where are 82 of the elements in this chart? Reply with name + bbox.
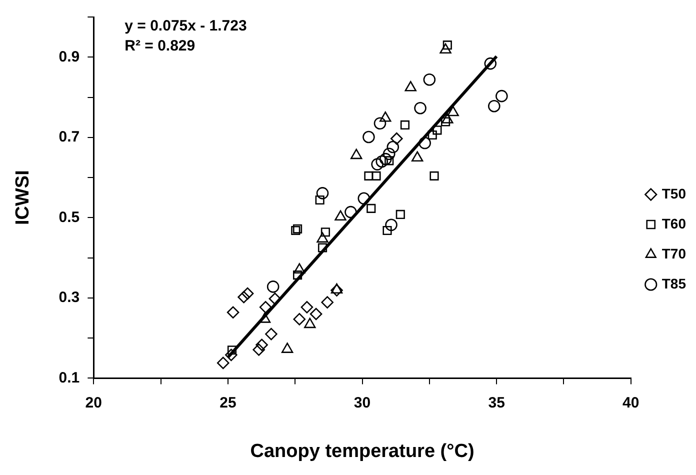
point — [418, 136, 431, 150]
point — [428, 130, 437, 140]
annotation: y = 0.075x - 1.723 — [124, 18, 247, 35]
point — [484, 57, 497, 70]
point — [281, 342, 294, 353]
point — [386, 140, 400, 154]
point — [330, 284, 343, 296]
point — [379, 152, 392, 166]
point — [266, 280, 280, 293]
point — [423, 73, 436, 86]
point — [440, 43, 452, 54]
point — [291, 226, 300, 236]
point — [320, 228, 330, 237]
point — [318, 243, 328, 252]
point — [315, 195, 324, 205]
point — [380, 111, 392, 122]
point — [414, 102, 426, 114]
point — [358, 192, 370, 205]
point — [310, 308, 322, 320]
point — [292, 270, 302, 280]
legend-label: T50 — [662, 185, 686, 202]
point — [362, 130, 375, 144]
point — [374, 117, 386, 130]
point — [216, 356, 230, 370]
point — [488, 100, 500, 112]
point — [372, 171, 381, 180]
point — [376, 155, 388, 168]
point — [330, 283, 343, 294]
y-axis-title: ICWSI — [12, 170, 34, 226]
legend-label: T60 — [662, 215, 686, 232]
point — [293, 313, 306, 326]
point — [396, 210, 405, 219]
point — [382, 226, 392, 236]
x-axis-title: Canopy temperature (°C) — [250, 440, 474, 462]
point — [334, 210, 346, 221]
x-tick-label: 30 — [354, 394, 371, 412]
point — [442, 113, 454, 124]
point — [238, 290, 250, 304]
y-tick-label: 0.3 — [58, 289, 80, 306]
point — [268, 292, 282, 305]
point — [430, 171, 439, 180]
point — [321, 296, 334, 308]
point — [241, 287, 254, 300]
point — [366, 204, 376, 213]
point — [344, 206, 357, 218]
point — [226, 306, 240, 319]
y-tick-label: 0.5 — [58, 208, 80, 226]
point — [382, 148, 396, 160]
x-tick-label: 35 — [488, 394, 505, 412]
point — [447, 106, 459, 116]
x-tick-label: 20 — [85, 394, 102, 412]
point — [227, 346, 237, 355]
point — [259, 301, 272, 314]
point — [304, 318, 316, 328]
point — [252, 344, 265, 356]
x-tick-label: 25 — [220, 394, 236, 412]
point — [496, 90, 508, 102]
point — [371, 158, 384, 170]
point — [400, 120, 410, 130]
point — [292, 224, 302, 234]
point — [316, 232, 328, 243]
y-tick-label: 0.1 — [58, 369, 80, 386]
point — [316, 187, 329, 200]
point — [432, 126, 442, 135]
point — [350, 148, 362, 160]
point — [265, 328, 278, 340]
point — [225, 348, 238, 362]
annotation: R² = 0.829 — [124, 38, 196, 55]
point — [411, 151, 424, 162]
point — [404, 80, 416, 92]
point — [256, 338, 268, 352]
point — [364, 171, 374, 180]
point — [390, 132, 403, 145]
y-tick-label: 0.7 — [58, 128, 80, 146]
point — [385, 218, 398, 232]
y-tick-label: 0.9 — [58, 48, 80, 66]
x-tick-label: 40 — [622, 394, 640, 412]
legend-label: T70 — [662, 245, 686, 262]
legend-label: T85 — [662, 275, 686, 292]
point — [440, 117, 450, 126]
point — [300, 301, 314, 314]
point — [294, 263, 306, 274]
